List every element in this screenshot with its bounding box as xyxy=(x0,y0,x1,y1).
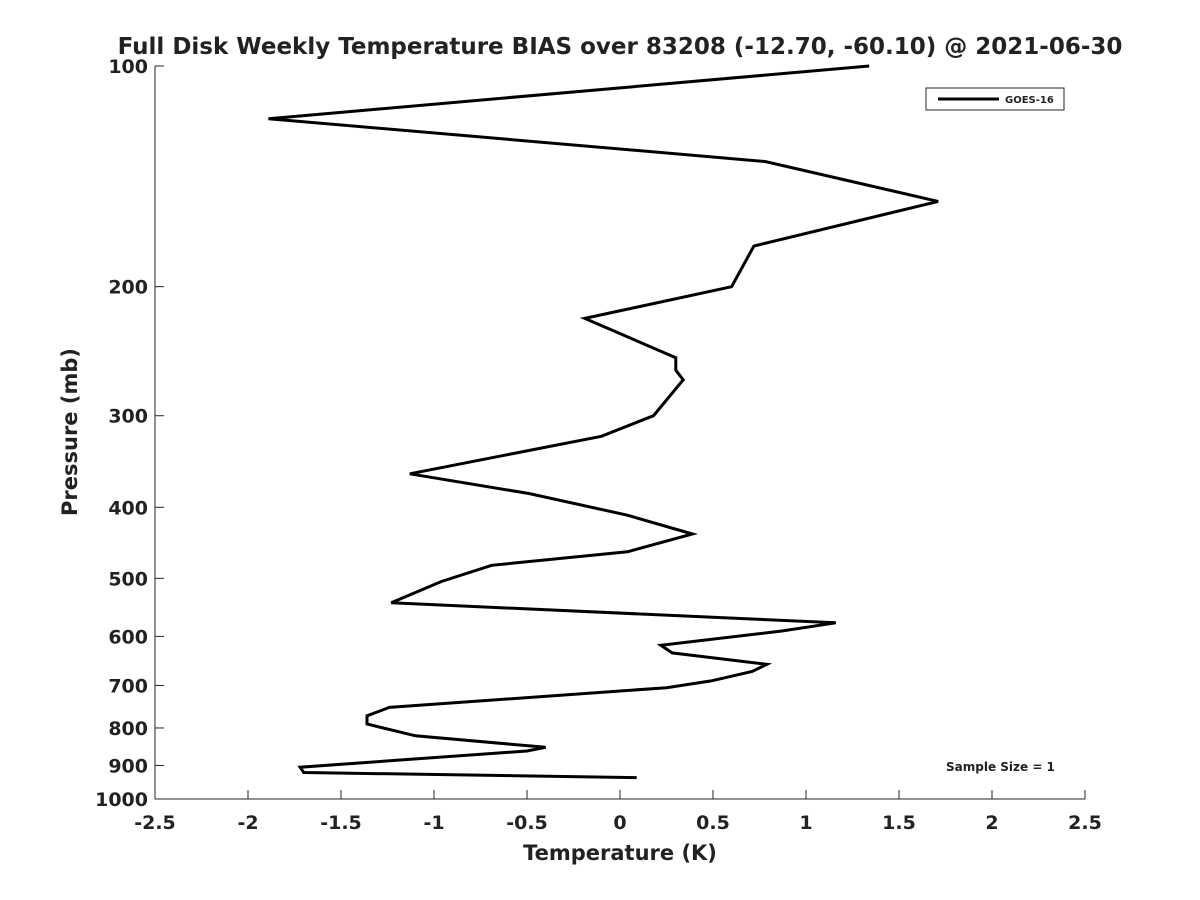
y-tick-label: 1000 xyxy=(95,789,148,811)
y-axis-label: Pressure (mb) xyxy=(58,348,82,516)
legend: GOES-16 xyxy=(925,87,1065,111)
x-tick-label: -1 xyxy=(423,812,444,834)
x-tick-label: 2 xyxy=(985,812,998,834)
y-tick-label: 500 xyxy=(108,568,148,590)
x-tick-label: 2.5 xyxy=(1068,812,1102,834)
plot-area xyxy=(155,66,1085,799)
x-tick-label: -1.5 xyxy=(320,812,362,834)
x-tick-label: 0 xyxy=(613,812,626,834)
y-tick-group: 100 200 300 400 500 600 700 800 900 1000 xyxy=(95,56,164,811)
x-tick-label: -2 xyxy=(237,812,258,834)
x-axis-label: Temperature (K) xyxy=(523,841,717,865)
x-tick-label: -2.5 xyxy=(134,812,176,834)
y-tick-label: 400 xyxy=(108,497,148,519)
x-tick-label: 0.5 xyxy=(696,812,730,834)
y-tick-label: 700 xyxy=(108,675,148,697)
y-tick-label: 800 xyxy=(108,718,148,740)
legend-label-goes-16: GOES-16 xyxy=(1005,95,1054,106)
y-tick-label: 900 xyxy=(108,755,148,777)
sample-size-annotation: Sample Size = 1 xyxy=(946,760,1055,774)
x-tick-label: -0.5 xyxy=(506,812,548,834)
series-group xyxy=(268,64,939,780)
x-tick-label: 1.5 xyxy=(882,812,916,834)
y-tick-label: 300 xyxy=(108,406,148,428)
x-tick-label: 1 xyxy=(799,812,812,834)
y-tick-label: 200 xyxy=(108,277,148,299)
y-tick-label: 100 xyxy=(108,56,148,78)
y-tick-label: 600 xyxy=(108,626,148,648)
x-tick-group: -2.5 -2 -1.5 -1 -0.5 0 0.5 1 1.5 2 2.5 xyxy=(134,790,1102,834)
series-line-goes-16 xyxy=(268,64,939,780)
chart-title: Full Disk Weekly Temperature BIAS over 8… xyxy=(118,34,1123,60)
